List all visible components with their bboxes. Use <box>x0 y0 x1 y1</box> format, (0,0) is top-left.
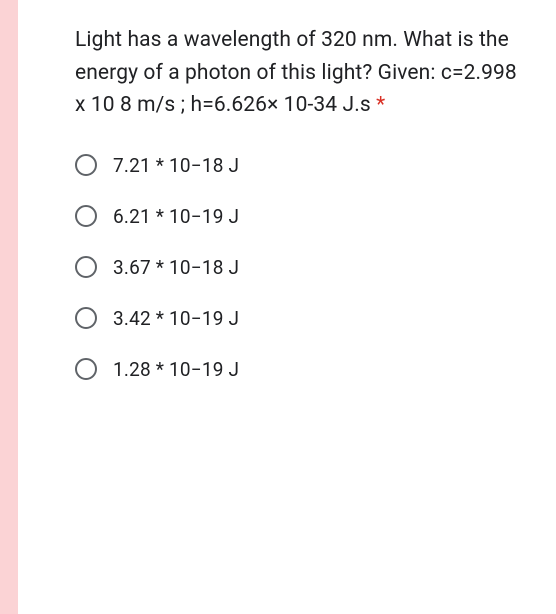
radio-button[interactable] <box>75 154 97 176</box>
radio-button[interactable] <box>75 307 97 329</box>
form-accent-bar <box>0 0 18 614</box>
radio-button[interactable] <box>75 358 97 380</box>
option-row[interactable]: 7.21 * 10−18 J <box>75 154 526 177</box>
option-label: 7.21 * 10−18 J <box>113 154 239 177</box>
question-card: Light has a wavelength of 320 nm. What i… <box>0 0 556 405</box>
radio-button[interactable] <box>75 205 97 227</box>
option-row[interactable]: 3.42 * 10−19 J <box>75 307 526 330</box>
option-label: 1.28 * 10−19 J <box>113 358 239 381</box>
option-row[interactable]: 6.21 * 10−19 J <box>75 205 526 228</box>
option-label: 3.67 * 10−18 J <box>113 256 239 279</box>
option-label: 3.42 * 10−19 J <box>113 307 239 330</box>
question-text: Light has a wavelength of 320 nm. What i… <box>75 24 526 122</box>
option-row[interactable]: 3.67 * 10−18 J <box>75 256 526 279</box>
option-label: 6.21 * 10−19 J <box>113 205 239 228</box>
option-row[interactable]: 1.28 * 10−19 J <box>75 358 526 381</box>
options-group: 7.21 * 10−18 J 6.21 * 10−19 J 3.67 * 10−… <box>75 154 526 381</box>
required-asterisk: * <box>376 93 385 117</box>
question-body: Light has a wavelength of 320 nm. What i… <box>75 28 517 117</box>
radio-button[interactable] <box>75 256 97 278</box>
